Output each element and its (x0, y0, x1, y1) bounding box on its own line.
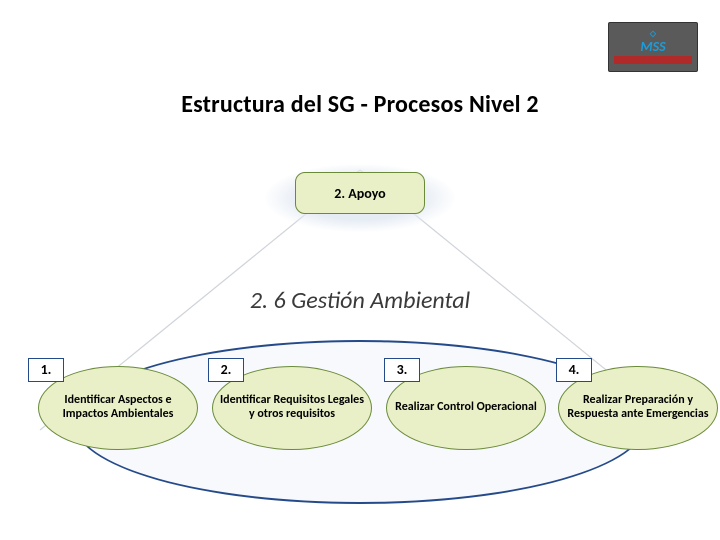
page-title: Estructura del SG - Procesos Nivel 2 (0, 90, 720, 119)
process-3-label: Realizar Control Operacional (389, 401, 543, 415)
process-1-number: 1. (28, 358, 64, 382)
process-4-label: Realizar Preparación y Respuesta ante Em… (559, 394, 717, 422)
section-title: 2. 6 Gestión Ambiental (0, 286, 720, 315)
process-1-label: Identificar Aspectos e Impactos Ambienta… (39, 394, 197, 422)
logo-glyph: ◇ (650, 30, 656, 38)
process-4-number: 4. (556, 358, 592, 382)
process-2-label: Identificar Requisitos Legales y otros r… (213, 394, 371, 422)
apoyo-label: 2. Apoyo (334, 185, 385, 202)
logo-brand: MSS (640, 40, 665, 54)
apoyo-box: 2. Apoyo (295, 172, 425, 214)
process-2-number: 2. (208, 358, 244, 382)
logo-bar (614, 56, 692, 64)
process-3-number: 3. (384, 358, 420, 382)
logo: ◇ MSS (608, 22, 698, 72)
